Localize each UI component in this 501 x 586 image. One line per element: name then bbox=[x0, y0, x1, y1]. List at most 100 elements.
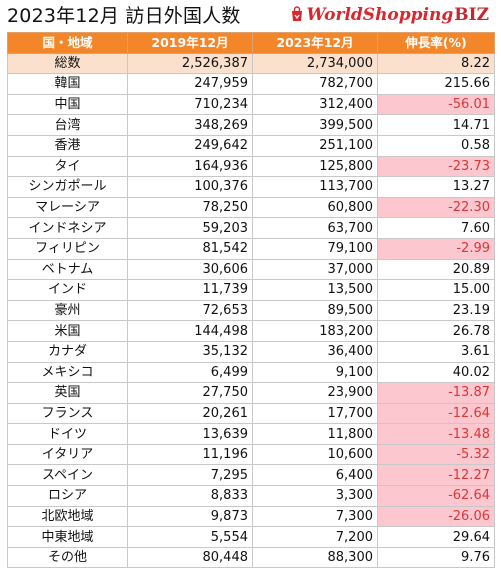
country-cell: 北欧地域 bbox=[7, 505, 128, 528]
table-header: 国・地域 2019年12月 2023年12月 伸長率(%) bbox=[7, 32, 495, 54]
country-cell: 中東地域 bbox=[7, 526, 128, 548]
country-cell: カナダ bbox=[7, 340, 128, 363]
shopping-bag-icon bbox=[292, 6, 303, 21]
country-cell: マレーシア bbox=[7, 196, 128, 219]
header-country: 国・地域 bbox=[7, 32, 128, 54]
growth-rate-cell: -22.30 bbox=[377, 196, 495, 219]
visitors-2019-cell: 9,873 bbox=[127, 505, 253, 528]
table-row: ロシア 8,833 3,300 -62.64 bbox=[7, 485, 495, 507]
table-row: 中国 710,234 312,400 -56.01 bbox=[7, 93, 495, 116]
growth-rate-cell: 13.27 bbox=[377, 176, 495, 198]
worldshopping-biz-logo: WorldShoppingBIZ bbox=[289, 3, 489, 27]
table-row: 北欧地域 9,873 7,300 -26.06 bbox=[7, 505, 495, 528]
visitors-2019-cell: 20,261 bbox=[127, 402, 253, 425]
visitors-2023-cell: 251,100 bbox=[252, 134, 378, 157]
visitors-2019-cell: 30,606 bbox=[127, 258, 253, 281]
visitors-2019-cell: 710,234 bbox=[127, 93, 253, 116]
growth-rate-cell: -12.27 bbox=[377, 464, 495, 487]
country-cell: 豪州 bbox=[7, 299, 128, 322]
visitors-2019-cell: 5,554 bbox=[127, 526, 253, 548]
country-cell: 総数 bbox=[7, 52, 128, 75]
visitors-2019-cell: 164,936 bbox=[127, 155, 253, 178]
growth-rate-cell: 14.71 bbox=[377, 114, 495, 136]
visitors-2019-cell: 11,196 bbox=[127, 443, 253, 466]
header-row: 国・地域 2019年12月 2023年12月 伸長率(%) bbox=[7, 32, 495, 54]
growth-rate-cell: 215.66 bbox=[377, 73, 495, 95]
visitors-2019-cell: 80,448 bbox=[127, 546, 253, 569]
visitors-2023-cell: 399,500 bbox=[252, 114, 378, 136]
growth-rate-cell: -26.06 bbox=[377, 505, 495, 528]
table-row: 中東地域 5,554 7,200 29.64 bbox=[7, 526, 495, 548]
table-row: マレーシア 78,250 60,800 -22.30 bbox=[7, 196, 495, 219]
country-cell: インドネシア bbox=[7, 217, 128, 239]
visitors-2023-cell: 183,200 bbox=[252, 320, 378, 342]
table-row: ドイツ 13,639 11,800 -13.48 bbox=[7, 423, 495, 445]
country-cell: シンガポール bbox=[7, 176, 128, 198]
page-header: 2023年12月 訪日外国人数 WorldShoppingBIZ bbox=[0, 0, 501, 32]
growth-rate-cell: -12.64 bbox=[377, 402, 495, 425]
visitors-2019-cell: 81,542 bbox=[127, 237, 253, 260]
visitors-2019-cell: 6,499 bbox=[127, 361, 253, 384]
header-2019: 2019年12月 bbox=[127, 32, 253, 54]
visitor-table: 国・地域 2019年12月 2023年12月 伸長率(%) 総数 2,526,38… bbox=[7, 32, 495, 569]
country-cell: インド bbox=[7, 279, 128, 301]
visitors-2023-cell: 63,700 bbox=[252, 217, 378, 239]
country-cell: タイ bbox=[7, 155, 128, 178]
table-row: 香港 249,642 251,100 0.58 bbox=[7, 134, 495, 157]
visitors-2019-cell: 247,959 bbox=[127, 73, 253, 95]
visitors-2023-cell: 10,600 bbox=[252, 443, 378, 466]
header-growth: 伸長率(%) bbox=[377, 32, 495, 54]
visitors-2023-cell: 7,300 bbox=[252, 505, 378, 528]
table-row: 米国 144,498 183,200 26.78 bbox=[7, 320, 495, 342]
visitors-2023-cell: 6,400 bbox=[252, 464, 378, 487]
visitors-2019-cell: 249,642 bbox=[127, 134, 253, 157]
growth-rate-cell: -62.64 bbox=[377, 485, 495, 507]
growth-rate-cell: -2.99 bbox=[377, 237, 495, 260]
country-cell: ドイツ bbox=[7, 423, 128, 445]
table-row: シンガポール 100,376 113,700 13.27 bbox=[7, 176, 495, 198]
country-cell: フィリピン bbox=[7, 237, 128, 260]
growth-rate-cell: 8.22 bbox=[377, 52, 495, 75]
growth-rate-cell: 3.61 bbox=[377, 340, 495, 363]
visitors-2019-cell: 348,269 bbox=[127, 114, 253, 136]
page-title: 2023年12月 訪日外国人数 bbox=[7, 5, 241, 27]
country-cell: ロシア bbox=[7, 485, 128, 507]
country-cell: 米国 bbox=[7, 320, 128, 342]
visitors-2019-cell: 7,295 bbox=[127, 464, 253, 487]
country-cell: 韓国 bbox=[7, 73, 128, 95]
visitors-2023-cell: 23,900 bbox=[252, 382, 378, 404]
visitors-2019-cell: 35,132 bbox=[127, 340, 253, 363]
growth-rate-cell: 29.64 bbox=[377, 526, 495, 548]
visitors-2023-cell: 2,734,000 bbox=[252, 52, 378, 75]
country-cell: イタリア bbox=[7, 443, 128, 466]
visitors-2019-cell: 27,750 bbox=[127, 382, 253, 404]
visitors-2023-cell: 60,800 bbox=[252, 196, 378, 219]
growth-rate-cell: 40.02 bbox=[377, 361, 495, 384]
table-row: タイ 164,936 125,800 -23.73 bbox=[7, 155, 495, 178]
visitors-2023-cell: 13,500 bbox=[252, 279, 378, 301]
visitors-2023-cell: 36,400 bbox=[252, 340, 378, 363]
visitors-2019-cell: 78,250 bbox=[127, 196, 253, 219]
country-cell: 中国 bbox=[7, 93, 128, 116]
visitors-2023-cell: 88,300 bbox=[252, 546, 378, 569]
visitors-2023-cell: 113,700 bbox=[252, 176, 378, 198]
table-row: イタリア 11,196 10,600 -5.32 bbox=[7, 443, 495, 466]
visitors-2019-cell: 59,203 bbox=[127, 217, 253, 239]
growth-rate-cell: 20.89 bbox=[377, 258, 495, 281]
visitors-2019-cell: 2,526,387 bbox=[127, 52, 253, 75]
country-cell: スペイン bbox=[7, 464, 128, 487]
country-cell: フランス bbox=[7, 402, 128, 425]
total-row: 総数 2,526,387 2,734,000 8.22 bbox=[7, 52, 495, 75]
visitors-2023-cell: 312,400 bbox=[252, 93, 378, 116]
visitors-2023-cell: 11,800 bbox=[252, 423, 378, 445]
visitors-2023-cell: 79,100 bbox=[252, 237, 378, 260]
country-cell: メキシコ bbox=[7, 361, 128, 384]
visitors-2023-cell: 125,800 bbox=[252, 155, 378, 178]
logo-text: WorldShopping bbox=[306, 5, 454, 25]
growth-rate-cell: -23.73 bbox=[377, 155, 495, 178]
visitors-2019-cell: 72,653 bbox=[127, 299, 253, 322]
growth-rate-cell: 23.19 bbox=[377, 299, 495, 322]
visitors-2019-cell: 144,498 bbox=[127, 320, 253, 342]
table-body: 総数 2,526,387 2,734,000 8.22 韓国 247,959 782,700… bbox=[7, 52, 495, 569]
growth-rate-cell: 9.76 bbox=[377, 546, 495, 569]
